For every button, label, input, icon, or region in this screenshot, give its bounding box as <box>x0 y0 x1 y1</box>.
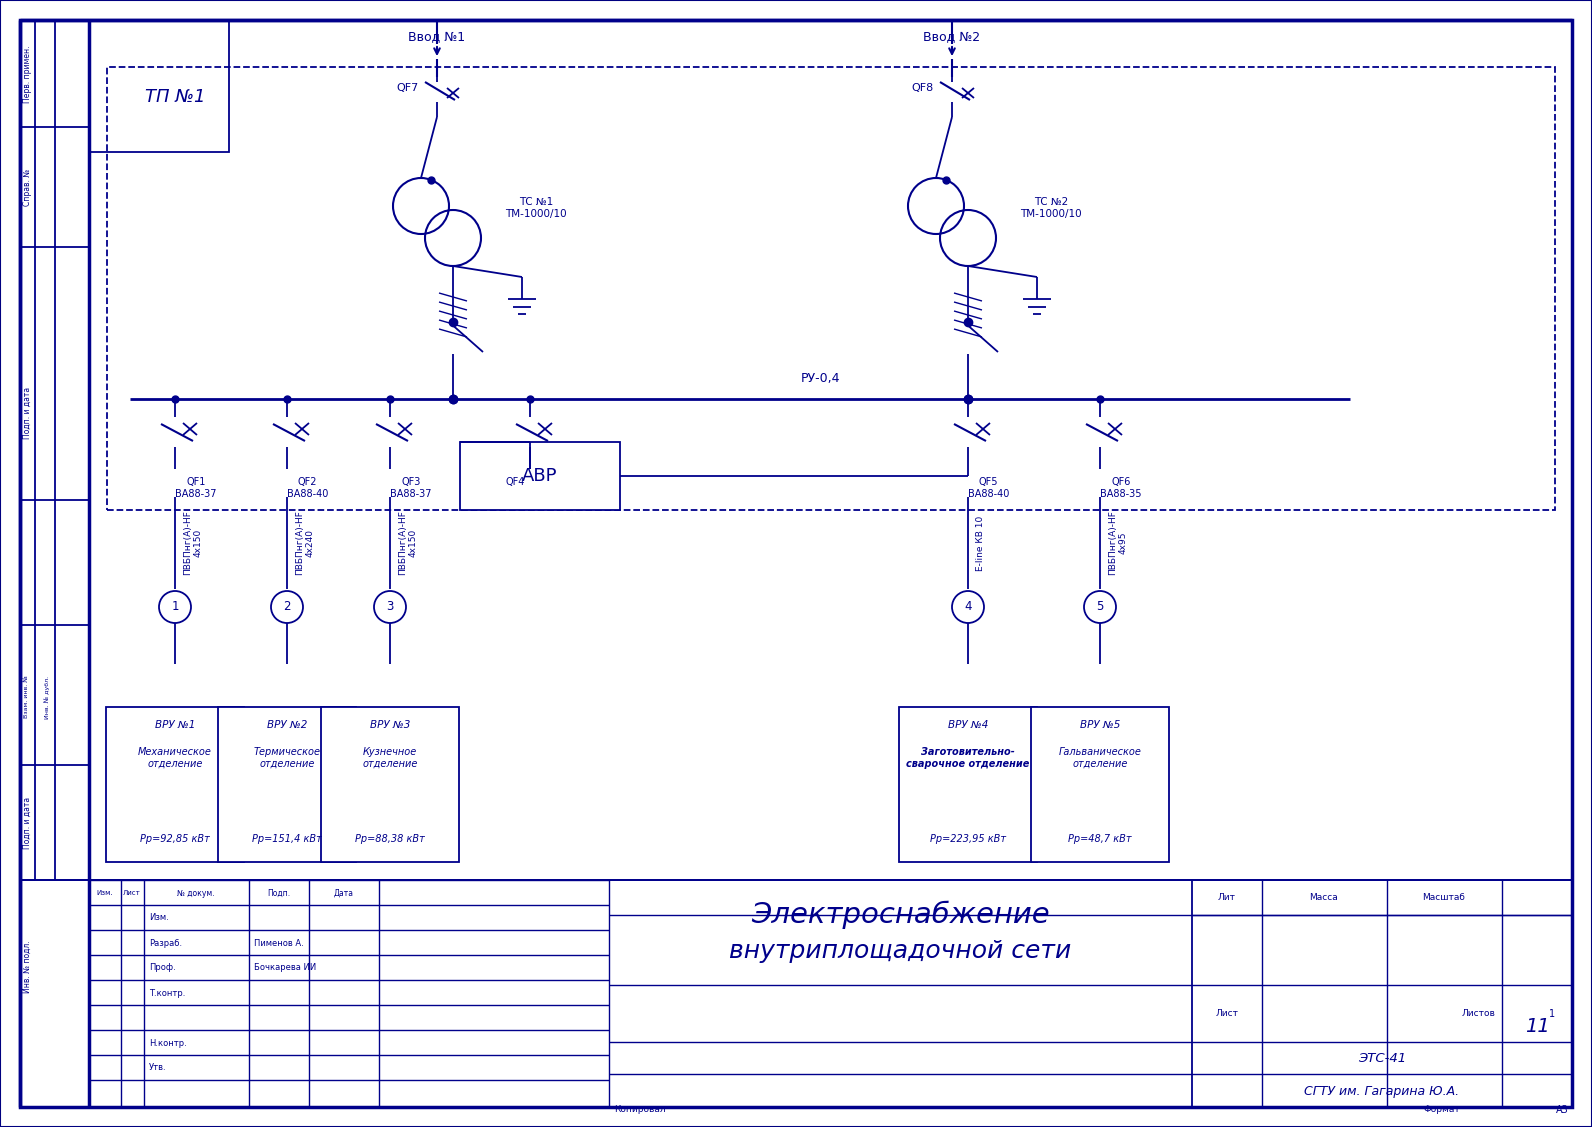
Text: Формат: Формат <box>1423 1106 1460 1115</box>
Text: Лит: Лит <box>1218 894 1235 903</box>
Text: внутриплощадочной сети: внутриплощадочной сети <box>729 939 1071 962</box>
Text: Копировал: Копировал <box>615 1106 665 1115</box>
Text: Изм.: Изм. <box>150 914 169 923</box>
Text: ВРУ №1: ВРУ №1 <box>154 720 196 730</box>
Text: Гальваническое
отделение: Гальваническое отделение <box>1059 747 1141 769</box>
Text: Механическое
отделение: Механическое отделение <box>139 747 212 769</box>
Text: Ввод №1: Ввод №1 <box>409 30 465 44</box>
Text: ВРУ №3: ВРУ №3 <box>369 720 411 730</box>
Text: 1: 1 <box>172 601 178 613</box>
Text: Рр=92,85 кВт: Рр=92,85 кВт <box>140 834 210 844</box>
Text: Дата: Дата <box>334 888 353 897</box>
Text: ВРУ №2: ВРУ №2 <box>267 720 307 730</box>
Text: ПВБПнг(А)-НF
4х95: ПВБПнг(А)-НF 4х95 <box>1108 511 1127 576</box>
Text: QF2
ВА88-40: QF2 ВА88-40 <box>287 477 328 498</box>
Text: А3: А3 <box>1555 1104 1568 1115</box>
Text: 4: 4 <box>965 601 971 613</box>
Text: Рр=223,95 кВт: Рр=223,95 кВт <box>930 834 1006 844</box>
Text: Проф.: Проф. <box>150 964 175 973</box>
Text: ВРУ №5: ВРУ №5 <box>1079 720 1121 730</box>
Text: Электроснабжение: Электроснабжение <box>751 900 1049 930</box>
Bar <box>218 707 357 862</box>
Text: Рр=48,7 кВт: Рр=48,7 кВт <box>1068 834 1132 844</box>
Bar <box>1032 707 1169 862</box>
Text: Рр=88,38 кВт: Рр=88,38 кВт <box>355 834 425 844</box>
Text: Утв.: Утв. <box>150 1064 167 1073</box>
Text: ПВБПнг(А)-НF
4х150: ПВБПнг(А)-НF 4х150 <box>398 511 417 576</box>
Bar <box>107 66 1555 511</box>
Text: QF5
ВА88-40: QF5 ВА88-40 <box>968 477 1009 498</box>
Text: Листов: Листов <box>1461 1010 1496 1019</box>
Text: Разраб.: Разраб. <box>150 939 181 948</box>
Text: АВР: АВР <box>522 467 557 485</box>
Text: ПВБПнг(А)-НF
4х240: ПВБПнг(А)-НF 4х240 <box>295 511 314 576</box>
Text: РУ-0,4: РУ-0,4 <box>801 372 839 385</box>
Text: Пименов А.: Пименов А. <box>255 939 304 948</box>
Text: Ввод №2: Ввод №2 <box>923 30 981 44</box>
Text: Подп.: Подп. <box>267 888 291 897</box>
Text: QF7: QF7 <box>396 83 419 94</box>
Text: Кузнечное
отделение: Кузнечное отделение <box>363 747 417 769</box>
Text: E-line КВ 10: E-line КВ 10 <box>976 515 985 570</box>
Text: Масштаб: Масштаб <box>1423 894 1466 903</box>
Text: ПВБПнг(А)-НF
4х150: ПВБПнг(А)-НF 4х150 <box>183 511 202 576</box>
Text: QF4: QF4 <box>506 477 525 487</box>
Text: Перв. примен.: Перв. примен. <box>22 45 32 103</box>
Text: ЭТС-41: ЭТС-41 <box>1358 1051 1406 1065</box>
Text: QF8: QF8 <box>912 83 935 94</box>
Text: Взам. инв. №: Взам. инв. № <box>24 675 30 718</box>
Bar <box>89 880 1571 1107</box>
Text: Т.контр.: Т.контр. <box>150 988 185 997</box>
Text: ТС №2
ТМ-1000/10: ТС №2 ТМ-1000/10 <box>1020 197 1081 219</box>
Text: 11: 11 <box>1525 1017 1549 1036</box>
Text: СГТУ им. Гагарина Ю.А.: СГТУ им. Гагарина Ю.А. <box>1304 1084 1460 1098</box>
Text: Заготовительно-
сварочное отделение: Заготовительно- сварочное отделение <box>906 747 1030 769</box>
Text: 1: 1 <box>1549 1009 1555 1019</box>
Text: QF6
ВА88-35: QF6 ВА88-35 <box>1100 477 1141 498</box>
Text: № докум.: № докум. <box>177 888 215 897</box>
Bar <box>107 707 244 862</box>
Bar <box>899 707 1036 862</box>
Text: QF1
ВА88-37: QF1 ВА88-37 <box>175 477 217 498</box>
Text: Лист: Лист <box>123 890 140 896</box>
Text: ВРУ №4: ВРУ №4 <box>947 720 989 730</box>
Bar <box>322 707 458 862</box>
Text: 5: 5 <box>1097 601 1103 613</box>
Text: Подп. и дата: Подп. и дата <box>22 387 32 440</box>
Text: Изм.: Изм. <box>97 890 113 896</box>
Text: Бочкарева ИИ: Бочкарева ИИ <box>255 964 317 973</box>
Text: ТП №1: ТП №1 <box>145 88 205 106</box>
Text: Н.контр.: Н.контр. <box>150 1038 186 1047</box>
Text: Лист: Лист <box>1216 1010 1239 1019</box>
Text: Справ. №: Справ. № <box>22 168 32 205</box>
Text: Инв. № подл.: Инв. № подл. <box>22 941 32 993</box>
Text: Рр=151,4 кВт: Рр=151,4 кВт <box>252 834 322 844</box>
Bar <box>89 20 229 152</box>
Text: ТС №1
ТМ-1000/10: ТС №1 ТМ-1000/10 <box>505 197 567 219</box>
Text: Инв. № дубл.: Инв. № дубл. <box>45 675 49 719</box>
Text: 2: 2 <box>283 601 291 613</box>
Bar <box>460 442 619 511</box>
Text: Масса: Масса <box>1310 894 1339 903</box>
Text: QF3
ВА88-37: QF3 ВА88-37 <box>390 477 431 498</box>
Text: Подп. и дата: Подп. и дата <box>22 797 32 849</box>
Text: 3: 3 <box>387 601 393 613</box>
Text: Термическое
отделение: Термическое отделение <box>253 747 320 769</box>
